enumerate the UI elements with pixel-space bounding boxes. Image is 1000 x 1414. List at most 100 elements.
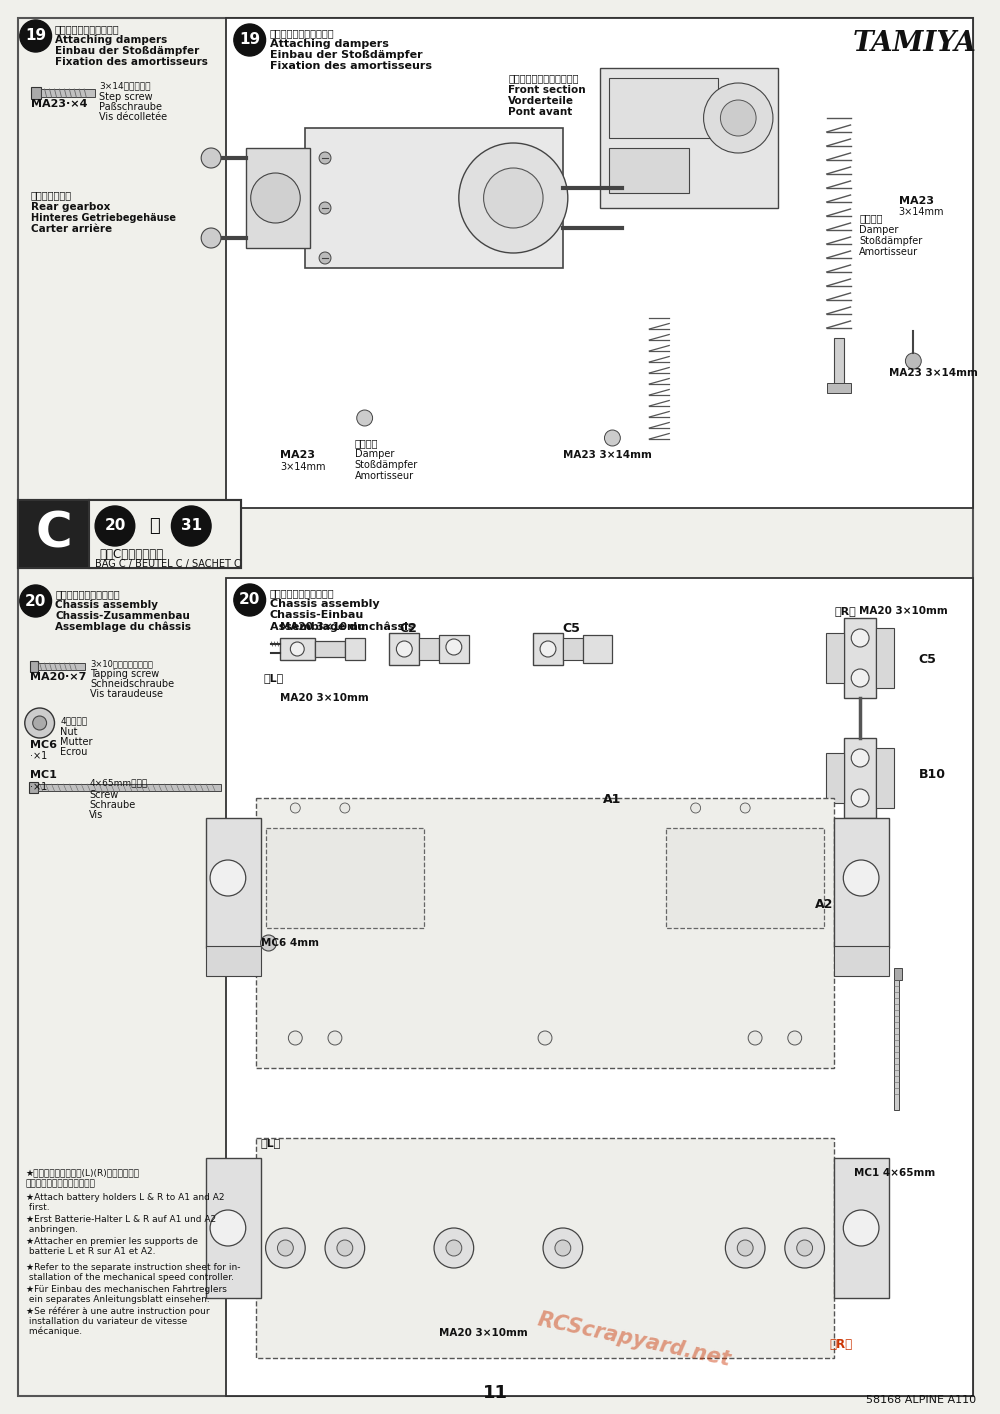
Circle shape (740, 803, 750, 813)
Text: C5: C5 (919, 653, 936, 666)
Bar (894, 969, 902, 980)
Circle shape (737, 1240, 753, 1256)
Text: Amortisseur: Amortisseur (859, 247, 918, 257)
Circle shape (604, 430, 620, 445)
Circle shape (446, 1240, 462, 1256)
Text: 3×14mm: 3×14mm (899, 206, 944, 216)
Text: ★バッテリーホルダー(L)(R)はシャーシの: ★バッテリーホルダー(L)(R)はシャーシの (26, 1168, 140, 1176)
Circle shape (234, 584, 266, 617)
Text: 58168 ALPINE A110: 58168 ALPINE A110 (866, 1396, 976, 1406)
Text: MC6 4mm: MC6 4mm (261, 937, 319, 947)
Text: 20: 20 (239, 592, 260, 608)
Circle shape (396, 641, 412, 658)
Circle shape (748, 1031, 762, 1045)
Circle shape (251, 173, 300, 223)
Text: 袋詰Cを使用します: 袋詰Cを使用します (99, 549, 163, 561)
Text: ダンパー: ダンパー (859, 214, 883, 223)
Bar (533, 633, 563, 665)
Text: Screw: Screw (89, 790, 118, 800)
Bar (256, 797, 834, 1068)
Circle shape (788, 1031, 802, 1045)
Text: 〈ギヤケース〉: 〈ギヤケース〉 (31, 189, 72, 199)
Circle shape (555, 1240, 571, 1256)
Bar (89, 501, 241, 568)
Text: batterie L et R sur A1 et A2.: batterie L et R sur A1 et A2. (26, 1247, 155, 1256)
Text: Fixation des amortisseurs: Fixation des amortisseurs (270, 61, 432, 71)
Text: Stoßdämpfer: Stoßdämpfer (859, 236, 922, 246)
Circle shape (319, 202, 331, 214)
Bar (280, 638, 315, 660)
Text: Nut: Nut (60, 727, 78, 737)
Text: 〈R〉: 〈R〉 (829, 1338, 853, 1350)
Text: Fixation des amortisseurs: Fixation des amortisseurs (55, 57, 207, 66)
Text: Mutter: Mutter (60, 737, 93, 747)
Bar (583, 635, 612, 663)
Bar (206, 946, 261, 976)
Circle shape (319, 252, 331, 264)
Bar (439, 635, 469, 663)
Text: ★Refer to the separate instruction sheet for in-: ★Refer to the separate instruction sheet… (26, 1263, 240, 1273)
Circle shape (543, 1227, 583, 1268)
Text: MA20 3×10mm: MA20 3×10mm (280, 622, 369, 632)
Text: 3×14㎜段付ビス: 3×14㎜段付ビス (99, 81, 151, 90)
Text: 20: 20 (104, 519, 126, 533)
Bar (894, 980, 899, 1110)
Text: Einbau der Stoßdämpfer: Einbau der Stoßdämpfer (270, 49, 422, 59)
Circle shape (538, 1031, 552, 1045)
Bar (41, 89, 95, 98)
Text: ダンパー: ダンパー (355, 438, 378, 448)
Text: C2: C2 (399, 622, 417, 635)
Circle shape (851, 669, 869, 687)
Text: Pont avant: Pont avant (508, 107, 573, 117)
Text: ★Für Einbau des mechanischen Fahrtreglers: ★Für Einbau des mechanischen Fahrtregler… (26, 1285, 227, 1294)
Bar (246, 148, 310, 247)
Bar (256, 1138, 834, 1357)
Text: 〈L〉: 〈L〉 (264, 673, 284, 683)
Text: Vis décolletée: Vis décolletée (99, 112, 167, 122)
Bar (876, 628, 894, 689)
Text: MA20 3×10mm: MA20 3×10mm (280, 693, 369, 703)
Bar (600, 68, 778, 208)
Circle shape (797, 1240, 813, 1256)
Circle shape (843, 1210, 879, 1246)
Text: 3×14mm: 3×14mm (280, 462, 326, 472)
Circle shape (33, 715, 47, 730)
Text: Attaching dampers: Attaching dampers (270, 40, 388, 49)
Circle shape (691, 803, 701, 813)
Circle shape (704, 83, 773, 153)
Bar (419, 638, 439, 660)
Bar (826, 633, 844, 683)
Text: Vis taraudeuse: Vis taraudeuse (90, 689, 163, 699)
Text: MA20 3×10mm: MA20 3×10mm (859, 607, 948, 617)
Text: 11: 11 (483, 1384, 508, 1403)
Circle shape (725, 1227, 765, 1268)
Text: BAG C / BEUTEL C / SACHET C: BAG C / BEUTEL C / SACHET C (95, 559, 241, 568)
Text: MA20·×7: MA20·×7 (30, 672, 86, 682)
Circle shape (201, 148, 221, 168)
Text: RCScrapyard.net: RCScrapyard.net (536, 1309, 733, 1370)
Text: A1: A1 (602, 793, 621, 806)
Circle shape (261, 935, 276, 952)
Text: Ecrou: Ecrou (60, 747, 88, 756)
Text: 〈ダンパーのとりつけ〉: 〈ダンパーのとりつけ〉 (55, 24, 119, 34)
Bar (834, 338, 844, 387)
Circle shape (266, 1227, 305, 1268)
Circle shape (171, 506, 211, 546)
Bar (609, 78, 718, 139)
Text: MC6: MC6 (30, 740, 57, 749)
Bar (563, 638, 583, 660)
Bar (844, 738, 876, 819)
Circle shape (340, 803, 350, 813)
Text: B10: B10 (919, 768, 946, 781)
Text: ★Erst Batterie-Halter L & R auf A1 und A2: ★Erst Batterie-Halter L & R auf A1 und A… (26, 1215, 216, 1225)
Text: stallation of the mechanical speed controller.: stallation of the mechanical speed contr… (26, 1273, 234, 1282)
Circle shape (210, 1210, 246, 1246)
Circle shape (337, 1240, 353, 1256)
Text: first.: first. (26, 1203, 49, 1212)
Text: MA23·×4: MA23·×4 (31, 99, 87, 109)
Circle shape (484, 168, 543, 228)
Bar (305, 129, 563, 269)
Bar (834, 819, 889, 947)
Text: 19: 19 (25, 28, 46, 44)
Circle shape (851, 749, 869, 766)
